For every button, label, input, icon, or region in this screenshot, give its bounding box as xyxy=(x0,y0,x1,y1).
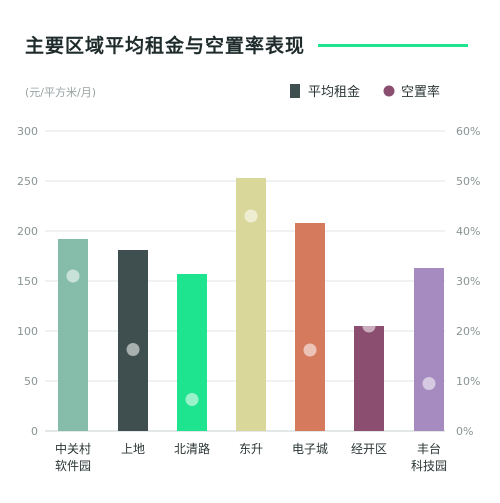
y-right-tick-label: 0% xyxy=(456,425,473,438)
category-label: 中关村 xyxy=(55,441,91,456)
title-accent-rule xyxy=(318,44,468,47)
y-left-tick-label: 100 xyxy=(17,325,38,338)
rent-bar xyxy=(58,239,88,431)
rent-bar xyxy=(354,326,384,431)
vacancy-point xyxy=(126,343,140,356)
y-right-tick-label: 10% xyxy=(456,375,480,388)
category-label: 丰台 xyxy=(417,441,441,456)
y-right-tick-label: 60% xyxy=(456,125,480,138)
legend-swatch-rent xyxy=(290,84,300,98)
rent-bar xyxy=(295,223,325,431)
y-right-tick-label: 40% xyxy=(456,225,480,238)
vacancy-point xyxy=(303,343,317,357)
vacancy-point xyxy=(185,393,199,406)
vacancy-point xyxy=(244,209,258,223)
category-label: 经开区 xyxy=(351,442,387,456)
y-left-tick-label: 150 xyxy=(17,275,38,288)
y-left-tick-label: 0 xyxy=(31,425,38,438)
page-title: 主要区域平均租金与空置率表现 xyxy=(25,35,306,57)
vacancy-point xyxy=(422,377,436,390)
rent-bar xyxy=(177,274,207,431)
legend-label-rent: 平均租金 xyxy=(308,84,360,100)
rent-bar xyxy=(118,250,148,431)
legend-swatch-vacancy xyxy=(383,85,395,97)
y-axis-unit-label: (元/平方米/月) xyxy=(25,85,96,99)
y-left-tick-label: 250 xyxy=(17,175,38,188)
y-left-tick-label: 300 xyxy=(17,125,38,138)
rent-bar xyxy=(414,268,444,431)
category-label: 上地 xyxy=(121,442,145,456)
category-label: 电子城 xyxy=(292,442,328,456)
category-label: 科技园 xyxy=(411,459,447,473)
vacancy-point xyxy=(66,269,80,283)
y-right-tick-label: 20% xyxy=(456,325,480,338)
legend-label-vacancy: 空置率 xyxy=(401,84,440,100)
vacancy-point xyxy=(362,319,376,333)
y-left-tick-label: 50 xyxy=(24,375,38,388)
category-label: 北清路 xyxy=(174,441,210,456)
category-label: 东升 xyxy=(239,442,263,456)
y-right-tick-label: 50% xyxy=(456,175,480,188)
category-label: 软件园 xyxy=(55,459,91,473)
y-left-tick-label: 200 xyxy=(17,225,38,238)
y-right-tick-label: 30% xyxy=(456,275,480,288)
